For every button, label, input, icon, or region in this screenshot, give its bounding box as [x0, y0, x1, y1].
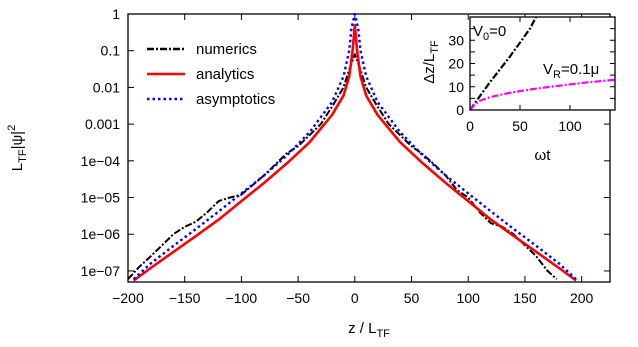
y-tick-label: 0.01 — [93, 79, 120, 95]
y-tick-label: 1e−06 — [81, 226, 121, 242]
x-tick-label: 200 — [570, 290, 594, 306]
inset-x-tick-label: 0 — [466, 118, 474, 134]
inset-x-tick-label: 50 — [512, 118, 528, 134]
inset-x-axis-label: ωt — [535, 147, 552, 164]
y-tick-label: 0.1 — [101, 43, 121, 59]
inset-y-tick-label: 10 — [448, 79, 464, 95]
legend: numerics analytics asymptotics — [147, 41, 275, 108]
inset-annotation-v0: V0=0 — [473, 23, 506, 43]
x-tick-label: −150 — [169, 290, 201, 306]
inset-plot: 0 50 100 0 10 20 30 — [448, 16, 616, 134]
x-tick-label: −50 — [286, 290, 310, 306]
y-axis-label: LTF|ψ|2 — [6, 125, 29, 171]
x-tick-label: −200 — [112, 290, 144, 306]
y-tick-label: 1 — [112, 6, 120, 22]
inset-y-tick-label: 20 — [448, 56, 464, 72]
main-axis-ticks: −200 −150 −100 −50 0 50 100 150 2001e−071e−061e−… — [81, 6, 610, 306]
x-axis-label: z / LTF — [348, 320, 390, 340]
x-tick-label: 50 — [404, 290, 420, 306]
inset-series-line — [469, 16, 537, 111]
main-series-group — [127, 12, 577, 282]
x-tick-label: 150 — [513, 290, 537, 306]
legend-label-analytics: analytics — [196, 66, 254, 83]
inset-y-tick-label: 0 — [456, 102, 464, 118]
inset-background — [470, 17, 615, 110]
y-tick-label: 1e−07 — [81, 263, 121, 279]
main-plot-frame — [127, 13, 611, 283]
x-tick-label: −100 — [226, 290, 258, 306]
x-tick-label: 100 — [457, 290, 481, 306]
main-plot: −200 −150 −100 −50 0 50 100 150 2001e−071e−061e−… — [81, 6, 611, 306]
y-tick-label: 0.001 — [85, 116, 120, 132]
inset-plot-frame — [469, 16, 616, 111]
y-tick-label: 1e−04 — [81, 153, 121, 169]
inset-y-tick-label: 30 — [448, 32, 464, 48]
legend-label-numerics: numerics — [196, 41, 257, 58]
series-line-analytics — [132, 23, 577, 282]
series-line-asymptotics — [132, 12, 577, 280]
inset-x-tick-label: 100 — [558, 118, 582, 134]
inset-series-line — [469, 78, 616, 111]
legend-label-asymptotics: asymptotics — [196, 91, 275, 108]
x-tick-label: 0 — [351, 290, 359, 306]
inset-annotation-vr: VR=0.1μ — [543, 61, 599, 81]
inset-series-group — [469, 16, 616, 111]
inset-y-axis-label: Δz/LTF — [421, 40, 441, 84]
y-tick-label: 1e−05 — [81, 190, 121, 206]
